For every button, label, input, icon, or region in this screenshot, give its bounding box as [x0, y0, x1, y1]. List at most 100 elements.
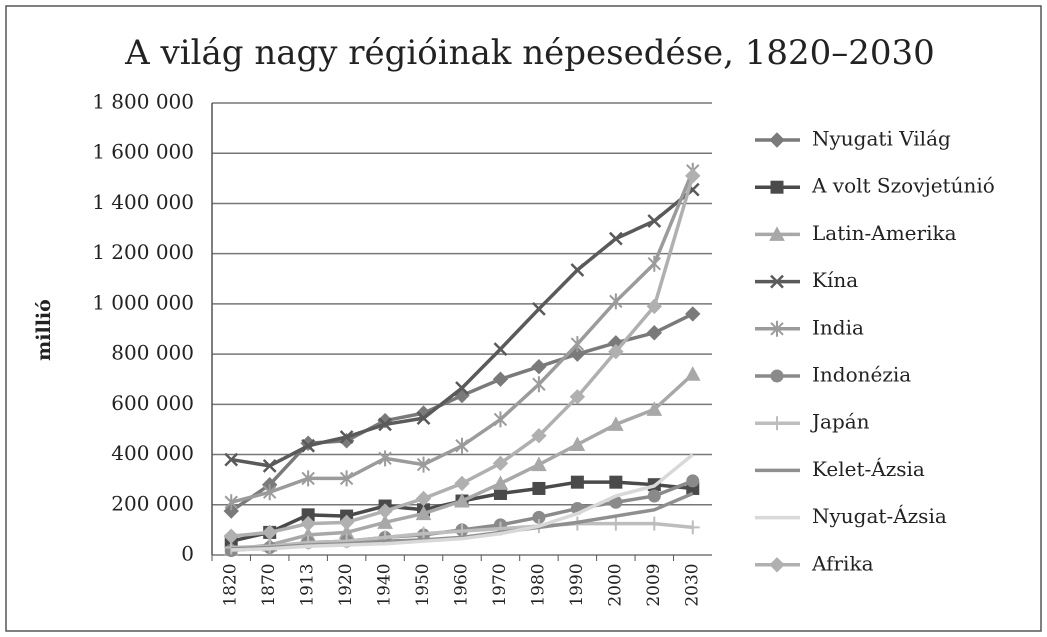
point	[608, 343, 624, 360]
legend-marker	[769, 226, 785, 241]
point	[531, 456, 547, 472]
x-tick-label: 2009	[644, 563, 664, 606]
point	[647, 489, 661, 503]
x-tick-label: 1960	[452, 563, 472, 606]
legend-marker	[770, 369, 784, 383]
legend-label: Latin-Amerika	[812, 221, 957, 245]
point	[224, 494, 238, 511]
y-tick-label: 800 000	[111, 341, 194, 365]
x-tick-label: 1870	[259, 563, 279, 606]
point	[339, 470, 354, 487]
point	[493, 342, 508, 356]
point	[647, 255, 662, 272]
point	[454, 492, 470, 508]
legend-marker	[770, 416, 784, 431]
y-tick-label: 1 000 000	[92, 290, 194, 314]
point	[647, 214, 662, 228]
point	[531, 358, 547, 375]
y-tick-label: 0	[181, 542, 194, 566]
point	[262, 458, 277, 473]
point	[223, 528, 239, 544]
point	[685, 168, 701, 184]
point	[377, 514, 393, 529]
point	[338, 514, 355, 531]
point	[531, 428, 547, 444]
point	[646, 298, 663, 315]
point	[301, 438, 316, 453]
legend-label: A volt Szovjetúnió	[811, 174, 995, 198]
point	[262, 484, 277, 501]
point	[223, 503, 239, 519]
point	[685, 520, 700, 535]
y-axis-label: millió	[33, 299, 55, 361]
x-tick-label: 1950	[413, 563, 433, 606]
point	[608, 516, 623, 531]
x-tick-label: 1940	[375, 563, 395, 606]
point	[261, 524, 278, 541]
point	[455, 437, 469, 454]
x-tick-label: 1920	[336, 563, 356, 606]
point	[300, 515, 316, 532]
y-tick-label: 600 000	[111, 391, 194, 415]
legend-label: India	[812, 315, 864, 339]
y-tick-label: 1 200 000	[92, 240, 194, 264]
y-tick-label: 200 000	[111, 491, 194, 515]
point	[377, 503, 393, 519]
x-tick-label: 2030	[682, 563, 702, 606]
point	[455, 381, 469, 395]
point	[378, 450, 392, 467]
point	[646, 401, 663, 416]
point	[608, 231, 623, 246]
legend-marker	[769, 557, 785, 573]
point	[569, 389, 586, 405]
y-tick-label: 1 800 000	[92, 90, 194, 114]
point	[416, 411, 431, 426]
legend-label: Afrika	[811, 551, 874, 575]
point	[608, 416, 624, 431]
y-tick-label: 400 000	[111, 441, 194, 465]
point	[647, 516, 662, 531]
series-line	[231, 453, 694, 552]
point	[301, 470, 315, 487]
legend-label: Nyugat-Ázsia	[812, 504, 947, 528]
legend-marker	[770, 180, 784, 194]
point	[609, 475, 623, 489]
y-tick-label: 1 600 000	[92, 140, 194, 164]
point	[646, 325, 663, 341]
legend-label: Nyugati Világ	[812, 127, 951, 151]
point	[416, 456, 431, 473]
point	[569, 436, 586, 452]
point	[224, 452, 239, 467]
chart-title: A világ nagy régióinak népesedése, 1820–…	[124, 33, 935, 73]
legend-marker	[770, 320, 784, 337]
legend-label: Kelet-Ázsia	[812, 457, 925, 481]
legend-marker	[770, 274, 784, 289]
point	[415, 505, 432, 521]
legend-label: Japán	[810, 410, 870, 434]
point	[378, 417, 392, 432]
point	[492, 455, 509, 472]
point	[493, 411, 508, 428]
point	[339, 430, 354, 444]
legend-marker	[769, 132, 785, 148]
point	[609, 293, 623, 310]
point	[570, 263, 585, 277]
point	[454, 475, 470, 492]
x-tick-label: 1970	[490, 563, 510, 606]
x-tick-label: 1990	[567, 563, 587, 606]
point	[532, 302, 546, 316]
legend-label: Kína	[812, 268, 858, 292]
point	[492, 475, 509, 490]
point	[686, 474, 700, 488]
x-tick-label: 2000	[605, 563, 625, 606]
point	[570, 336, 585, 353]
point	[492, 371, 509, 387]
point	[685, 306, 701, 322]
x-tick-label: 1980	[528, 563, 548, 606]
point	[532, 376, 546, 393]
point	[570, 475, 584, 489]
legend-label: Indonézia	[812, 363, 911, 387]
y-tick-label: 1 400 000	[92, 190, 194, 214]
